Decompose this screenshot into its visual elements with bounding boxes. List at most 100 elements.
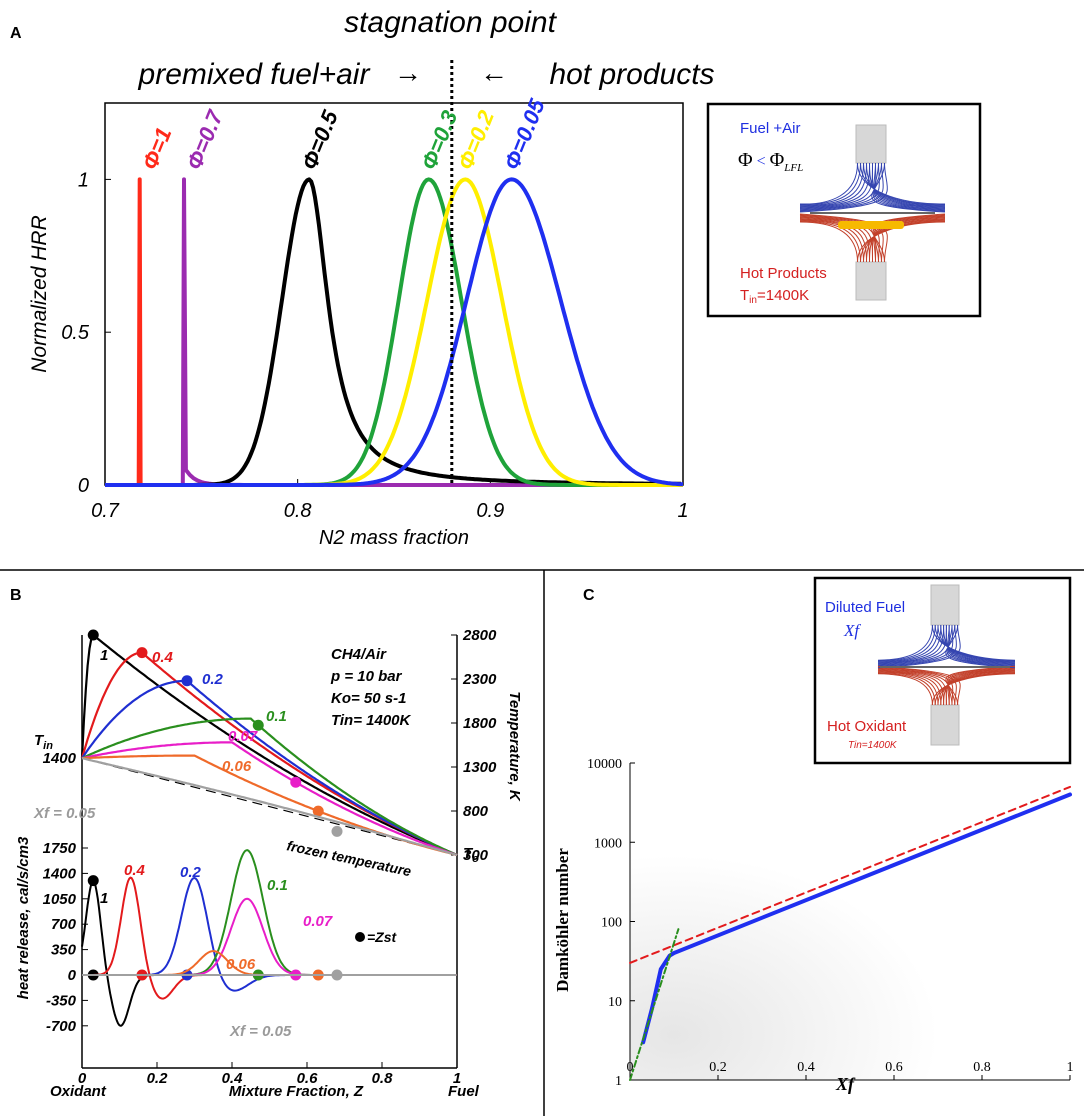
inset-c-streamline	[877, 672, 936, 706]
b-ylabel-left: heat release, cal/s/cm3	[15, 836, 32, 999]
b-zst-marker	[87, 629, 99, 641]
inset-c-streamline	[877, 670, 942, 706]
c-ytick-label: 1000	[594, 836, 622, 851]
inset-a-streamline	[871, 213, 946, 263]
b-ytick-left-label: 0	[68, 967, 77, 984]
inset-c-streamline	[943, 669, 1016, 706]
inset-c-streamline	[877, 624, 936, 662]
a-series-label: Φ=0.05	[499, 95, 550, 173]
b-ytick-left-label: 1050	[43, 891, 77, 908]
c-ytick-label: 100	[601, 916, 622, 931]
inset-a-hot-products: Hot Products	[740, 265, 827, 282]
inset-c-streamline	[946, 666, 1016, 706]
panel-a: stagnation point premixed fuel+air → ← h…	[28, 6, 982, 549]
inset-a-streamlines	[799, 162, 946, 263]
info-fuel: CH4/Air	[331, 646, 387, 663]
b-upper-curve-label: 0.1	[266, 708, 287, 725]
b-hr-zst-marker	[331, 969, 343, 981]
panel-b: 0 0.2 0.4 0.6 0.8 1 -700 -350 0 350 700 1050 1400 175…	[15, 627, 523, 1100]
a-series-label: Φ=0.7	[181, 105, 228, 173]
c-xtick-label: 1	[1067, 1060, 1074, 1075]
inset-c-oxidant: Hot Oxidant	[827, 718, 907, 735]
b-xtick-label: 0	[78, 1070, 87, 1087]
inset-c-streamline	[877, 665, 961, 706]
arrow-right-glyph: →	[394, 57, 422, 88]
b-fuel-label: Fuel	[448, 1083, 480, 1100]
b-zst-marker	[252, 719, 264, 731]
inset-a-streamline	[799, 162, 870, 209]
inset-a-streamline	[799, 217, 870, 263]
inset-a-streamline	[871, 162, 946, 213]
b-zst-marker	[181, 675, 193, 687]
a-series-line	[104, 177, 684, 487]
inset-c-streamline	[945, 624, 1016, 669]
inset-a-streamline	[799, 215, 880, 263]
b-upper-curve-label: 0.07	[228, 728, 258, 745]
plot-a-series-labels: Φ=1 Φ=0.7 Φ=0.5 Φ=0.3Φ=0.2 Φ=0.05	[137, 95, 550, 173]
arrow-left-glyph: ←	[480, 57, 508, 88]
c-ylabel: Damköhler number	[553, 848, 572, 992]
b-upper-curve-label: 0.2	[202, 671, 224, 688]
a-series-line	[104, 177, 684, 487]
a-ytick-label: 0	[78, 475, 89, 497]
inset-c-streamline	[934, 624, 1016, 662]
b-temperature-line	[81, 757, 458, 857]
panel-c: 0 0.2 0.4 0.6 0.8 1 1 10 100 1000 10000 Xf Damköhl…	[553, 576, 1074, 1094]
b-ylabel-right: Temperature, K	[506, 691, 523, 802]
inset-a-phi-relation: Φ < ΦLFL	[738, 149, 803, 174]
b-zst-marker	[331, 825, 343, 837]
inset-c-streamline	[877, 624, 933, 661]
inset-a-streamline	[799, 220, 861, 263]
info-pressure: p = 10 bar	[330, 668, 403, 685]
b-oxidant-label: Oxidant	[50, 1083, 107, 1100]
c-series-line	[641, 792, 1072, 1045]
inset-a-streamline	[799, 218, 867, 263]
inset-c: Diluted Fuel Xf Hot Oxidant Tin=1400K	[813, 576, 1072, 765]
b-ytick-right-label: 2300	[462, 671, 497, 688]
plot-b-ticks: 0 0.2 0.4 0.6 0.8 1 -700 -350 0 350 700 1050 1400 175…	[43, 627, 497, 1087]
inset-a-streamline	[799, 221, 858, 263]
b-lower-curve-label: 1	[100, 890, 108, 907]
a-xtick-label: 0.9	[476, 500, 504, 522]
b-ytick-right-label: 800	[463, 803, 489, 820]
plot-c-background	[630, 780, 1070, 1080]
b-ytick-left-label: 350	[51, 942, 77, 959]
a-ytick-label: 1	[78, 169, 89, 191]
b-xtick-label: 1	[453, 1070, 461, 1087]
b-temperature-line	[81, 741, 458, 857]
a-series-label: Φ=0.5	[297, 106, 344, 173]
panel-label-b: B	[10, 587, 22, 604]
inset-a-streamline	[873, 216, 946, 263]
plot-a-ticks: 0.7 0.8 0.9 1 0 0.5 1	[61, 169, 688, 522]
c-xtick-label: 0.4	[797, 1060, 815, 1075]
inset-c-tin: Tin=1400K	[848, 740, 898, 751]
inset-c-streamlines	[877, 624, 1016, 706]
b-ytick-right-label: 1800	[463, 715, 497, 732]
inset-c-streamline	[940, 624, 1016, 664]
stagnation-header: stagnation point	[344, 6, 557, 39]
inset-c-xf: Xf	[843, 621, 861, 640]
b-ytick-left-label: -700	[46, 1018, 77, 1035]
b-xtick-label: 0.6	[297, 1070, 319, 1087]
b-lower-curve-label: 0.4	[124, 862, 146, 879]
panel-label-c: C	[583, 587, 595, 604]
inset-a-streamline	[799, 162, 877, 210]
inset-a-streamline	[799, 219, 864, 263]
b-tin-label: Tin	[34, 732, 53, 752]
b-frozen-label: frozen temperature	[285, 837, 413, 879]
inset-a-top-nozzle	[855, 124, 887, 164]
b-ytick-right-label: 300	[463, 847, 489, 864]
b-zst-marker	[136, 647, 148, 659]
inset-a-streamline	[799, 162, 867, 208]
inset-c-bottom-nozzle	[930, 704, 960, 746]
plot-a-ylabel: Normalized HRR	[28, 215, 51, 373]
b-lower-curve-label: 0.07	[303, 913, 333, 930]
panel-label-a: A	[10, 25, 22, 42]
c-series-line	[629, 785, 1071, 964]
b-temperature-line	[81, 717, 458, 857]
inset-a-streamline	[866, 218, 946, 263]
b-xtick-label: 0.4	[222, 1070, 244, 1087]
c-series-line	[629, 928, 680, 1081]
b-xf-lower-label: Xf = 0.05	[229, 1023, 292, 1040]
